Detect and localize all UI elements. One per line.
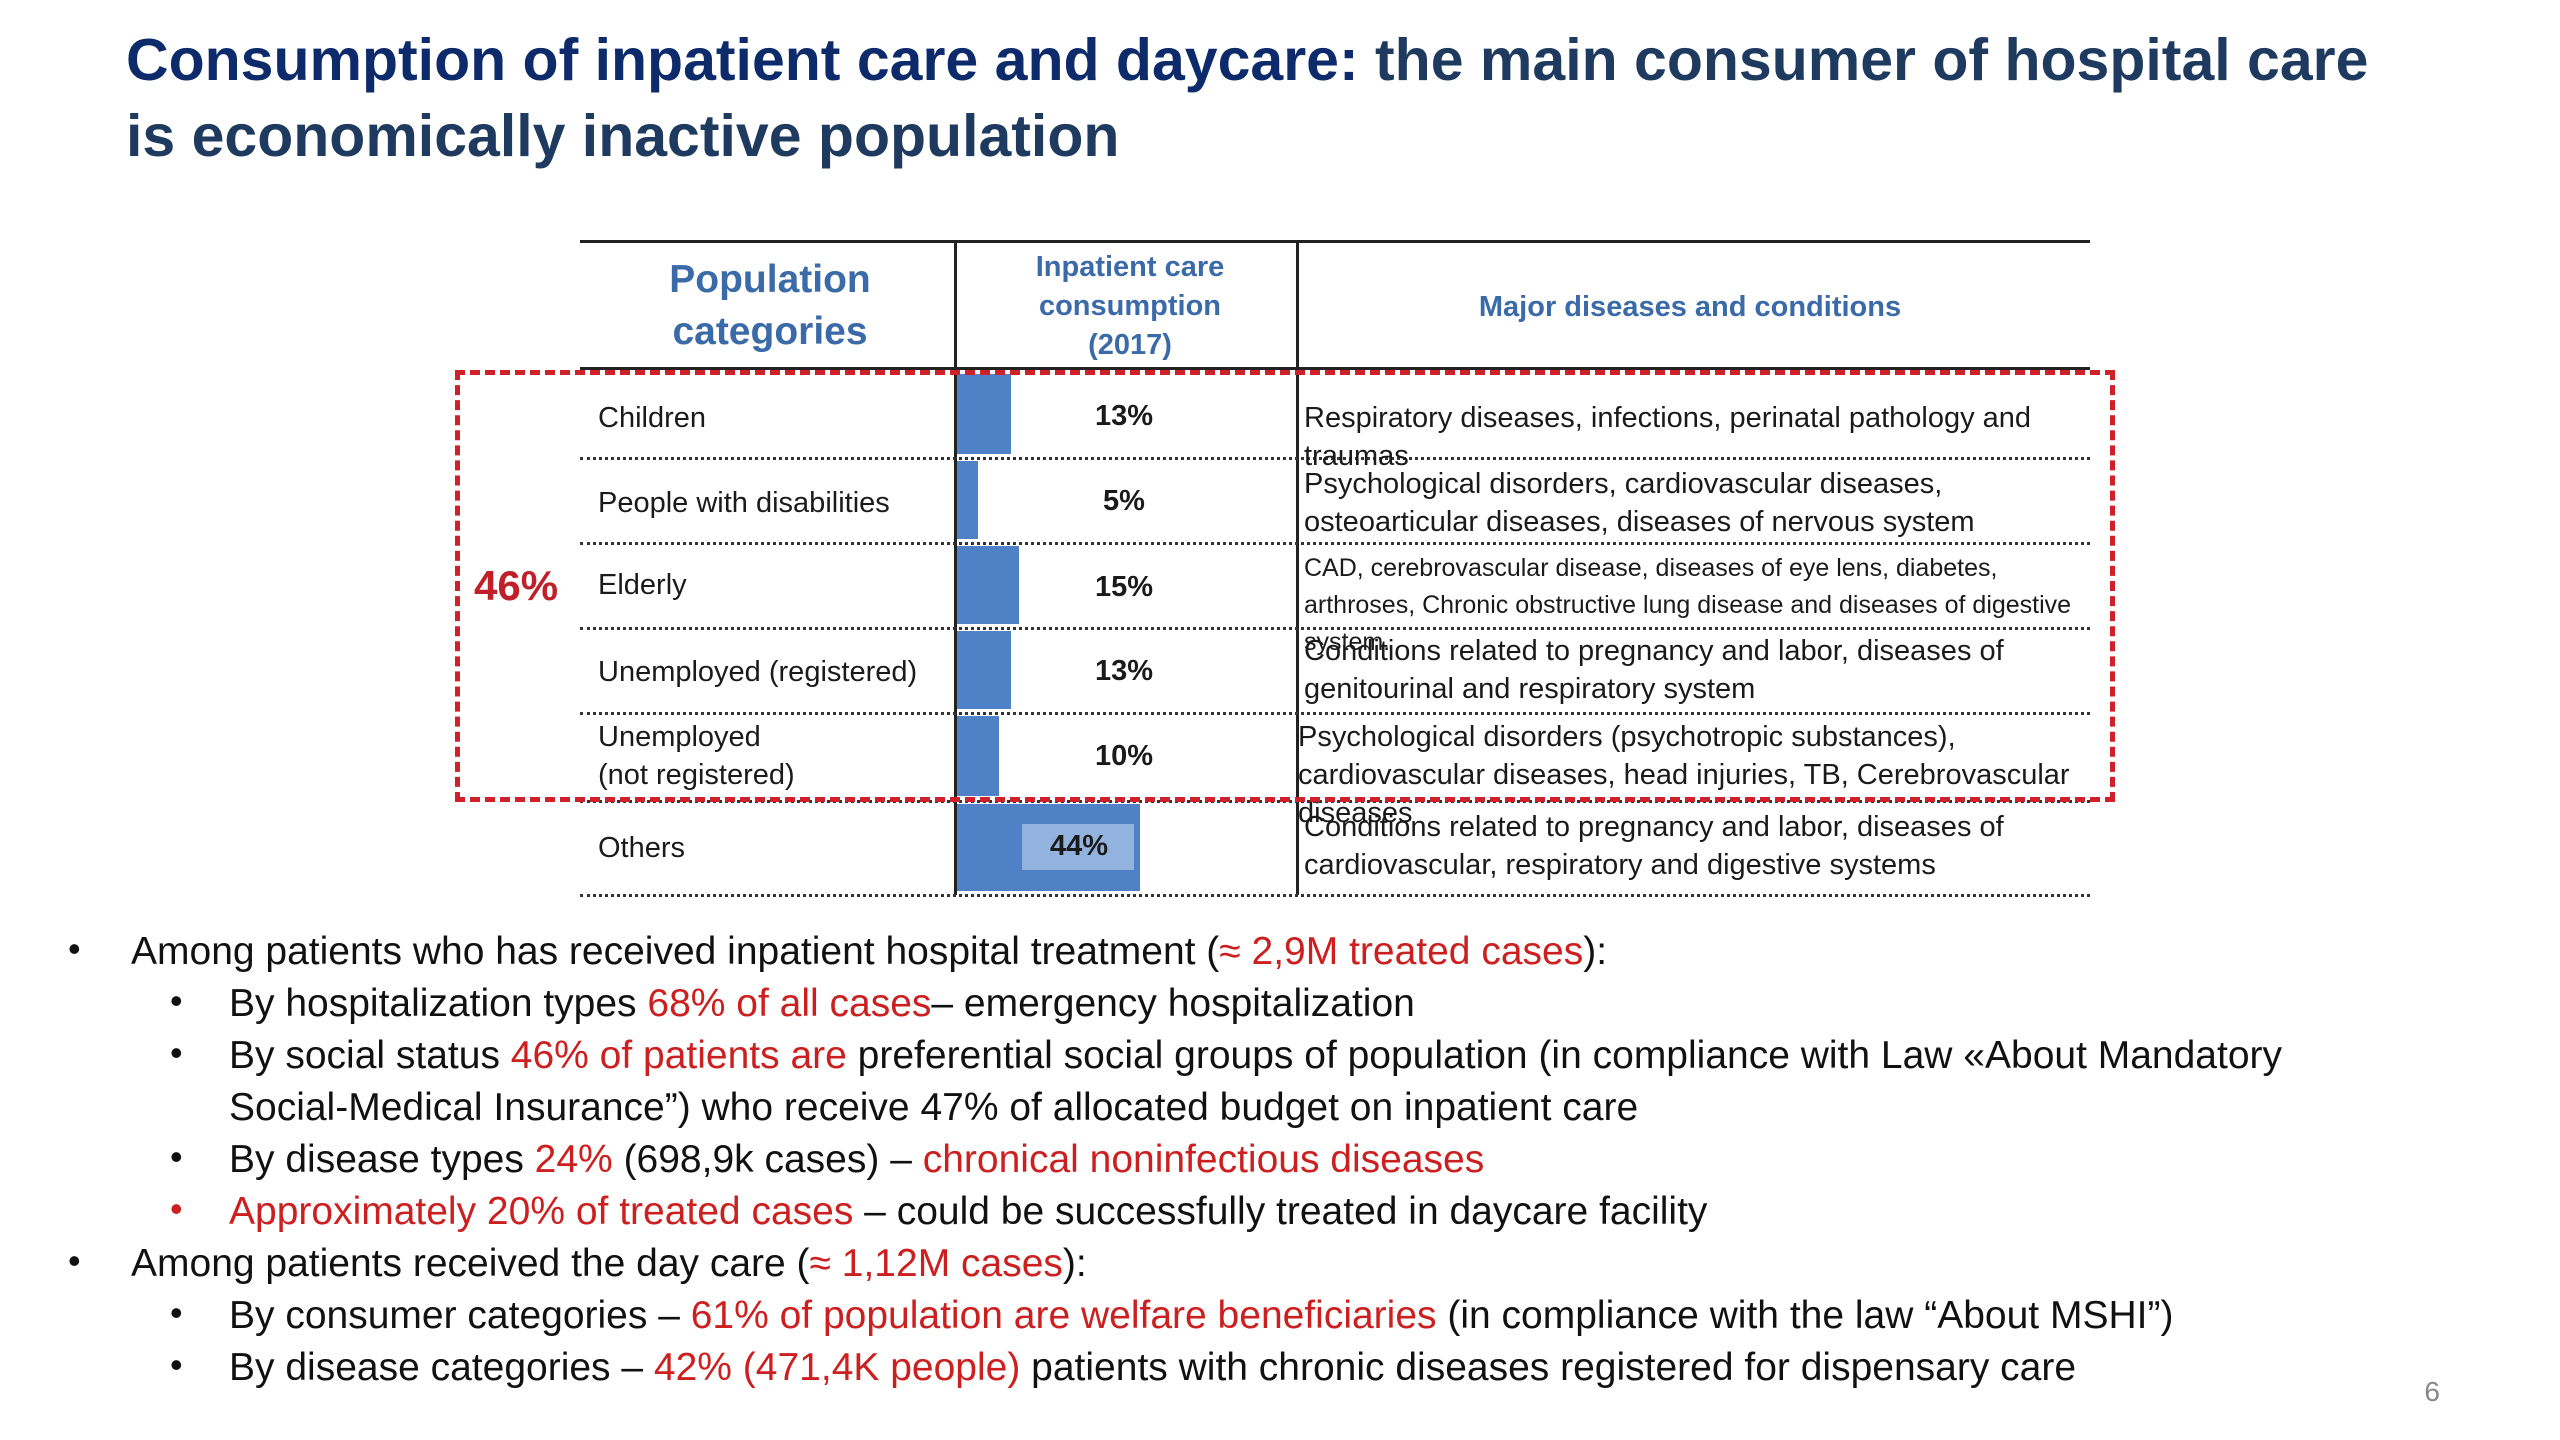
bullet-marker: • [170, 1136, 183, 1177]
row-diseases: Psychological disorders (psychotropic su… [1298, 721, 2070, 829]
bullet-daycare: Among patients received the day care (≈ … [131, 1238, 1087, 1290]
row-separator [580, 457, 2090, 460]
bullet-marker: • [170, 1032, 183, 1073]
bullet-text: Among patients who has received inpatien… [131, 930, 1220, 973]
bullet-highlight: chronical noninfectious diseases [922, 1138, 1485, 1181]
bullet-text: By disease categories – [229, 1346, 654, 1389]
bullet-highlight: 24% [534, 1138, 613, 1181]
consumption-bar [957, 716, 999, 796]
slide-title: Consumption of inpatient care and daycar… [126, 22, 2426, 174]
consumption-bar [957, 546, 1019, 624]
group-share-label: 46% [474, 562, 559, 609]
consumption-value: 15% [1094, 571, 1154, 603]
row-diseases: CAD, cerebrovascular disease, diseases o… [1304, 554, 2072, 656]
bullet-marker: • [68, 1240, 81, 1281]
table-bottom-rule [580, 894, 2090, 897]
bullet-social-status: By social status 46% of patients are pre… [229, 1030, 2389, 1134]
bullet-text: By hospitalization types [229, 982, 648, 1025]
row-diseases: Respiratory diseases, infections, perina… [1304, 402, 2032, 472]
consumption-value: 44% [1049, 830, 1109, 862]
bullet-consumer-categories: By consumer categories – 61% of populati… [229, 1290, 2173, 1342]
bullet-text: ): [1583, 930, 1608, 973]
consumption-value: 13% [1094, 655, 1154, 687]
bullet-highlight: Approximately 20% of treated cases [229, 1190, 854, 1233]
bullet-marker: • [170, 1188, 183, 1229]
row-diseases: Conditions related to pregnancy and labo… [1304, 811, 2004, 881]
row-category: Unemployed (registered) [598, 656, 918, 688]
bullet-highlight: 46% of patients are [510, 1034, 847, 1077]
consumption-bar [957, 374, 1011, 454]
bullet-text: (in compliance with the law “About MSHI”… [1436, 1294, 2174, 1337]
bullet-text: (698,9k cases) – [612, 1138, 923, 1181]
title-part-2: the main consumer of hospital care is ec… [126, 27, 2369, 169]
bullet-marker: • [170, 980, 183, 1021]
bullet-disease-types: By disease types 24% (698,9k cases) – ch… [229, 1134, 1484, 1186]
consumption-bar [957, 461, 978, 539]
bullet-marker: • [68, 928, 81, 969]
row-separator [580, 627, 2090, 630]
bullet-inpatient: Among patients who has received inpatien… [131, 926, 1607, 978]
column-divider-2 [1296, 240, 1299, 895]
header-population: Population categories [669, 258, 871, 353]
row-category: Elderly [598, 569, 687, 601]
bullet-text: By consumer categories – [229, 1294, 691, 1337]
bullet-highlight: 61% of population are welfare beneficiar… [690, 1294, 1437, 1337]
table-header-rule [580, 367, 2090, 370]
bullet-marker: • [170, 1292, 183, 1333]
consumption-bar [957, 631, 1011, 709]
table-top-rule [580, 240, 2090, 243]
row-category: Children [598, 402, 706, 434]
bullet-highlight: 42% (471,4K people) [653, 1346, 1021, 1389]
bullet-text: patients with chronic diseases registere… [1020, 1346, 2077, 1389]
row-category: Unemployed (not registered) [598, 721, 795, 791]
bullet-text: By disease types [229, 1138, 535, 1181]
bullet-marker: • [170, 1344, 183, 1385]
preferential-groups-highlight [455, 370, 2115, 802]
row-separator [580, 542, 2090, 545]
bullet-text: – emergency hospitalization [931, 982, 1415, 1025]
page-number: 6 [2424, 1376, 2440, 1407]
bullet-text: By social status [229, 1034, 511, 1077]
header-diseases: Major diseases and conditions [1478, 291, 1902, 323]
consumption-value: 13% [1094, 400, 1154, 432]
row-diseases: Conditions related to pregnancy and labo… [1304, 635, 2004, 705]
bullet-text: – could be successfully treated in dayca… [853, 1190, 1708, 1233]
row-category: Others [598, 832, 686, 864]
row-category: People with disabilities [598, 487, 890, 519]
value-label-background [1022, 824, 1134, 870]
row-diseases: Psychological disorders, cardiovascular … [1304, 468, 1975, 538]
consumption-value: 10% [1094, 740, 1154, 772]
bullet-disease-categories: By disease categories – 42% (471,4K peop… [229, 1342, 2076, 1394]
row-separator [580, 712, 2090, 715]
bullet-highlight: 68% of all cases [647, 982, 932, 1025]
header-consumption: Inpatient care consumption (2017) [1035, 251, 1225, 361]
bullet-highlight: ≈ 1,12M cases [809, 1242, 1063, 1285]
bullet-text: preferential social groups of population… [229, 1034, 2282, 1129]
bullet-hospitalization-types: By hospitalization types 68% of all case… [229, 978, 1415, 1030]
bullet-text: Among patients received the day care ( [131, 1242, 810, 1285]
title-part-1: Consumption of inpatient care and daycar… [126, 27, 1359, 93]
bullet-daycare-potential: Approximately 20% of treated cases – cou… [229, 1186, 1707, 1238]
bullet-highlight: ≈ 2,9M treated cases [1219, 930, 1584, 973]
consumption-value: 5% [1103, 485, 1145, 517]
bullet-text: ): [1062, 1242, 1087, 1285]
column-divider-1 [954, 240, 957, 895]
